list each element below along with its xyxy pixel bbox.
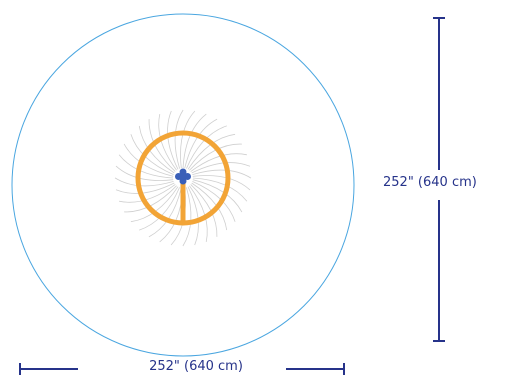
spoke-line	[191, 162, 251, 174]
spoke-line	[158, 114, 177, 171]
spoke-line	[190, 153, 247, 172]
spoke-line	[167, 110, 179, 170]
height-dimension-label: 252" (640 cm)	[383, 175, 477, 190]
height-dimension-line-top	[433, 17, 445, 170]
width-dimension-label: 252" (640 cm)	[149, 359, 243, 374]
coverage-circle	[11, 13, 355, 357]
spoke-line	[115, 165, 174, 181]
spoke-line	[189, 185, 208, 242]
spoke-line	[119, 184, 176, 203]
width-dimension-line-left	[19, 363, 78, 375]
spoke-line	[187, 186, 199, 246]
width-dimension-line-right	[286, 363, 345, 375]
spoke-line	[180, 110, 196, 169]
height-dimension-line-bottom	[433, 200, 445, 342]
spoke-line	[115, 182, 175, 194]
spoke-line	[192, 175, 251, 191]
center-hub	[175, 168, 191, 185]
